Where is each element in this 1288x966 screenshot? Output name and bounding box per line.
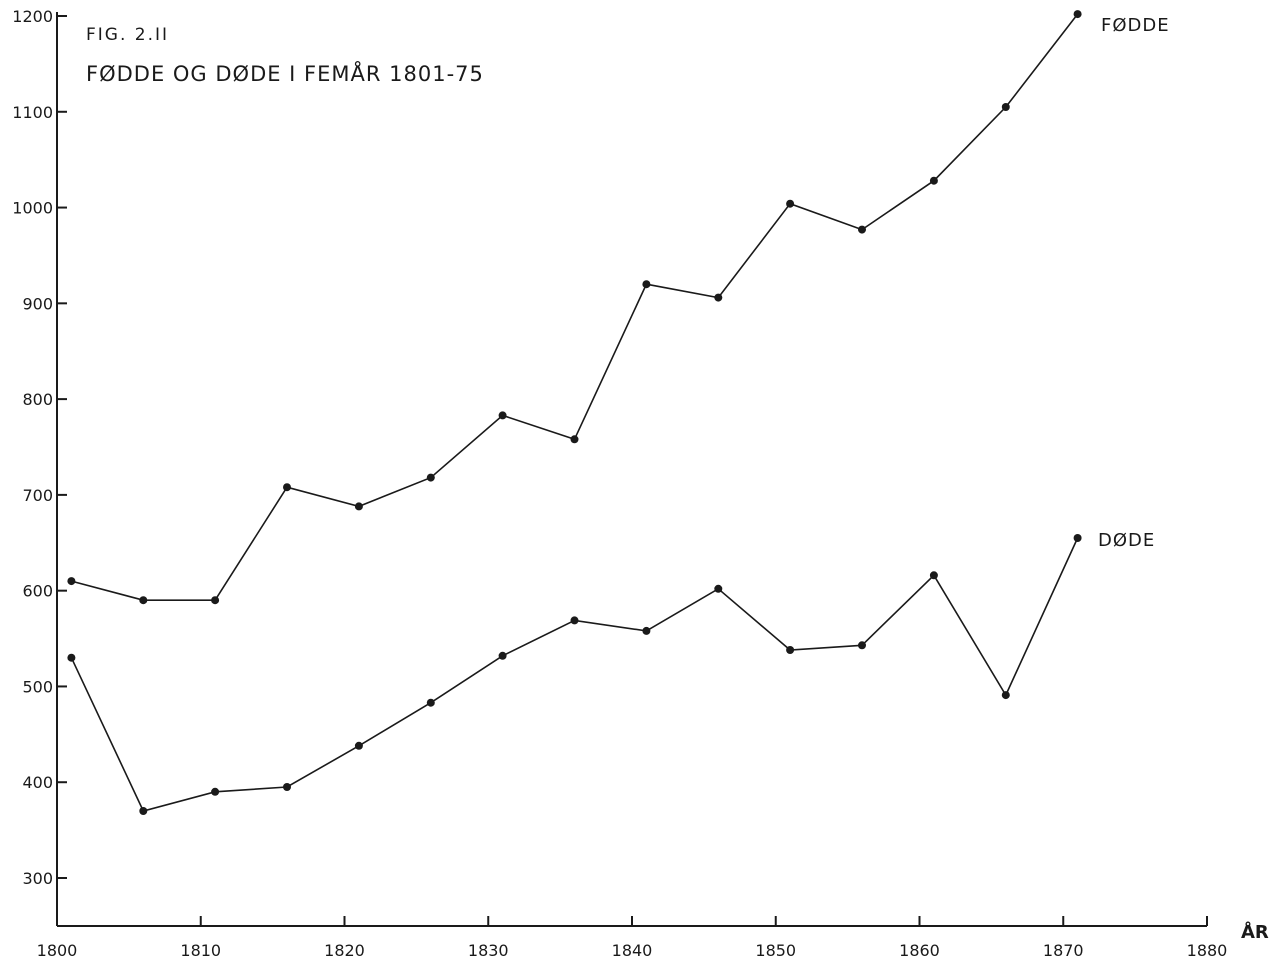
x-ticks: 1800 1810 1820 1830 1840 1850 1860 1870 1880 bbox=[37, 916, 1228, 960]
series-line-fodde bbox=[71, 13, 1079, 601]
data-point-fodde bbox=[714, 293, 723, 302]
chart-axes bbox=[56, 12, 1207, 927]
data-point-dode bbox=[929, 571, 938, 580]
data-point-fodde bbox=[211, 596, 220, 605]
y-tick-label: 700 bbox=[22, 486, 53, 505]
data-point-dode bbox=[354, 741, 363, 750]
series-line-dode bbox=[70, 537, 1079, 812]
data-point-dode bbox=[426, 698, 435, 707]
data-point-fodde bbox=[67, 577, 76, 586]
y-tick-label: 300 bbox=[22, 869, 53, 888]
data-point-fodde bbox=[139, 596, 148, 605]
data-point-fodde bbox=[858, 225, 866, 234]
x-tick-label: 1810 bbox=[180, 941, 221, 960]
y-tick-label: 1200 bbox=[12, 7, 53, 26]
y-tick-label: 600 bbox=[22, 582, 53, 601]
x-tick-label: 1840 bbox=[612, 941, 653, 960]
data-point-fodde bbox=[426, 473, 435, 482]
y-tick-label: 500 bbox=[22, 677, 53, 696]
figure-label: FIG. 2.II bbox=[86, 25, 169, 45]
data-point-fodde bbox=[786, 199, 795, 208]
data-point-fodde bbox=[929, 176, 938, 185]
x-tick-label: 1880 bbox=[1187, 941, 1228, 960]
data-point-fodde bbox=[1073, 10, 1082, 19]
y-tick-label: 800 bbox=[22, 390, 53, 409]
data-point-dode bbox=[786, 646, 795, 654]
data-point-dode bbox=[498, 651, 507, 660]
data-point-dode bbox=[283, 783, 291, 791]
x-tick-label: 1870 bbox=[1043, 941, 1084, 960]
data-point-fodde bbox=[498, 411, 507, 420]
data-point-dode bbox=[858, 641, 866, 650]
x-tick-label: 1800 bbox=[37, 941, 78, 960]
data-point-dode bbox=[139, 807, 148, 815]
data-point-dode bbox=[67, 653, 76, 662]
data-point-dode bbox=[714, 584, 723, 593]
x-tick-label: 1860 bbox=[899, 941, 940, 960]
x-tick-label: 1850 bbox=[755, 941, 796, 960]
data-point-fodde bbox=[642, 280, 651, 289]
x-tick-label: 1820 bbox=[324, 941, 365, 960]
data-point-fodde bbox=[570, 435, 579, 444]
y-tick-label: 400 bbox=[22, 773, 53, 792]
x-tick-label: 1830 bbox=[468, 941, 509, 960]
data-point-dode bbox=[570, 616, 579, 625]
data-point-fodde bbox=[1001, 103, 1010, 111]
data-point-dode bbox=[1001, 691, 1010, 700]
data-point-dode bbox=[642, 626, 651, 635]
y-ticks: 300 400 500 600 700 800 900 1000 1100 1200 bbox=[12, 7, 67, 888]
series-label-dode: DØDE bbox=[1098, 530, 1155, 551]
chart-title: FØDDE OG DØDE I FEMÅR 1801-75 bbox=[86, 60, 484, 86]
x-axis-title: ÅR bbox=[1241, 920, 1269, 943]
y-tick-label: 1100 bbox=[12, 103, 53, 122]
series-label-fodde: FØDDE bbox=[1101, 15, 1170, 36]
y-tick-label: 900 bbox=[22, 294, 53, 313]
data-point-dode bbox=[211, 787, 220, 796]
series-layer bbox=[67, 10, 1082, 815]
y-tick-label: 1000 bbox=[12, 199, 53, 218]
data-point-fodde bbox=[283, 483, 291, 492]
data-point-fodde bbox=[354, 502, 363, 511]
data-point-dode bbox=[1073, 534, 1082, 542]
